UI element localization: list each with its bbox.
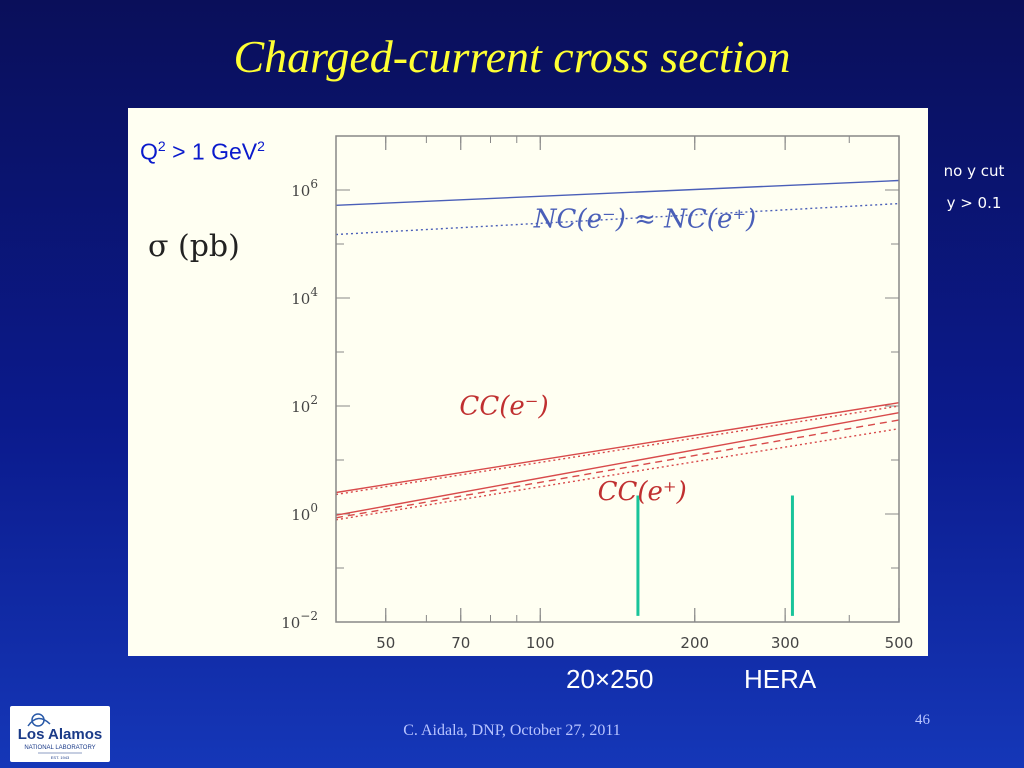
- curve-annotation-2: CC(e⁺): [598, 477, 687, 507]
- y-tick-label: 104: [291, 285, 318, 308]
- y-tick-label: 102: [291, 393, 318, 416]
- y-axis-label: σ (pb): [148, 229, 240, 264]
- x-tick-label: 200: [680, 634, 709, 652]
- curve-annotation-0: NC(e⁻) ≈ NC(e⁺): [533, 205, 756, 235]
- page-number: 46: [915, 712, 930, 728]
- x-tick-label: 70: [451, 634, 470, 652]
- slide-title: Charged-current cross section: [233, 31, 791, 82]
- y-tick-label: 106: [291, 177, 318, 200]
- los-alamos-logo: Los Alamos NATIONAL LABORATORY EST. 1943: [10, 706, 110, 762]
- legend-y-cut: y > 0.1: [946, 194, 1002, 212]
- y-tick-label: 10−2: [281, 609, 318, 632]
- x-tick-label: 500: [885, 634, 914, 652]
- y-tick-label: 100: [291, 501, 318, 524]
- footer: C. Aidala, DNP, October 27, 2011: [403, 722, 621, 739]
- series-line-1: [335, 202, 900, 236]
- series-line-4: [335, 412, 900, 516]
- series-line-0: [335, 179, 900, 206]
- cross-section-chart: NC(e⁻) ≈ NC(e⁺) CC(e⁻) CC(e⁺) 50 70 100 200 30…: [148, 135, 914, 652]
- curve-annotation-1: CC(e⁻): [459, 391, 548, 421]
- svg-text:NATIONAL LABORATORY: NATIONAL LABORATORY: [24, 745, 95, 751]
- svg-text:Los Alamos: Los Alamos: [18, 726, 102, 743]
- marker-label-20x250: 20×250: [566, 664, 654, 694]
- x-tick-label: 300: [771, 634, 800, 652]
- x-tick-label: 100: [526, 634, 555, 652]
- q2-cut-label: Q2 > 1 GeV2: [140, 138, 265, 165]
- series-line-2: [335, 402, 900, 494]
- marker-label-hera: HERA: [744, 664, 817, 694]
- x-tick-label: 50: [376, 634, 395, 652]
- plot-panel: NC(e⁻) ≈ NC(e⁺) CC(e⁻) CC(e⁺) 50 70 100 200 30…: [128, 108, 928, 656]
- svg-text:EST. 1943: EST. 1943: [51, 755, 70, 760]
- series-line-6: [335, 428, 900, 521]
- legend-no-y-cut: no y cut: [943, 162, 1005, 180]
